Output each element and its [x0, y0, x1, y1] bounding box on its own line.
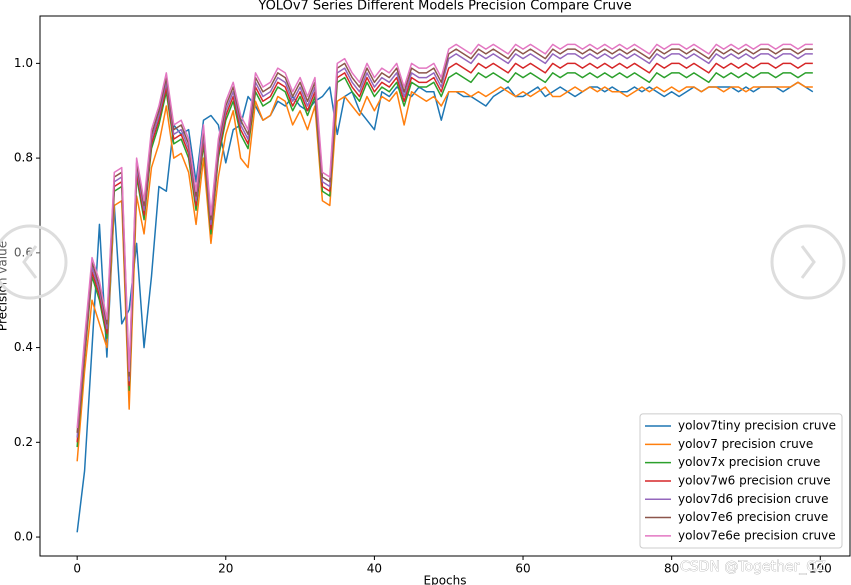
- legend-label: yolov7tiny precision cruve: [678, 419, 836, 433]
- legend-label: yolov7e6 precision cruve: [678, 510, 828, 524]
- legend-label: yolov7x precision cruve: [678, 455, 820, 469]
- x-tick-label: 20: [218, 562, 233, 576]
- legend-label: yolov7w6 precision cruve: [678, 473, 831, 487]
- carousel-arrow: [0, 224, 68, 300]
- carousel-arrow: [770, 224, 846, 300]
- x-tick-label: 0: [73, 562, 81, 576]
- watermark: CSDN @Together_CZ: [680, 559, 826, 575]
- series-line: [76, 81, 813, 462]
- x-tick-label: 80: [664, 562, 679, 576]
- legend-box: [639, 413, 843, 549]
- series-line: [76, 43, 813, 429]
- legend-label: yolov7 precision cruve: [678, 437, 813, 451]
- y-tick-label: 0.0: [14, 530, 33, 544]
- x-tick-label: 60: [515, 562, 530, 576]
- y-tick-label: 1.0: [14, 56, 33, 70]
- y-tick-label: 0.8: [14, 151, 33, 165]
- y-tick-label: 0.4: [14, 340, 33, 354]
- plot-frame: [39, 15, 851, 557]
- x-axis-label: Epochs: [424, 574, 467, 585]
- legend-label: yolov7e6e precision cruve: [678, 528, 836, 542]
- legend-label: yolov7d6 precision cruve: [678, 492, 829, 506]
- x-tick-label: 40: [367, 562, 382, 576]
- chart-title: YOLOv7 Series Different Models Precision…: [257, 0, 631, 14]
- carousel-arrow-icon: [22, 245, 38, 279]
- y-tick-label: 0.2: [14, 435, 33, 449]
- x-tick-label: 100: [809, 562, 832, 576]
- series-line: [76, 81, 814, 533]
- carousel-arrow-icon: [800, 245, 816, 279]
